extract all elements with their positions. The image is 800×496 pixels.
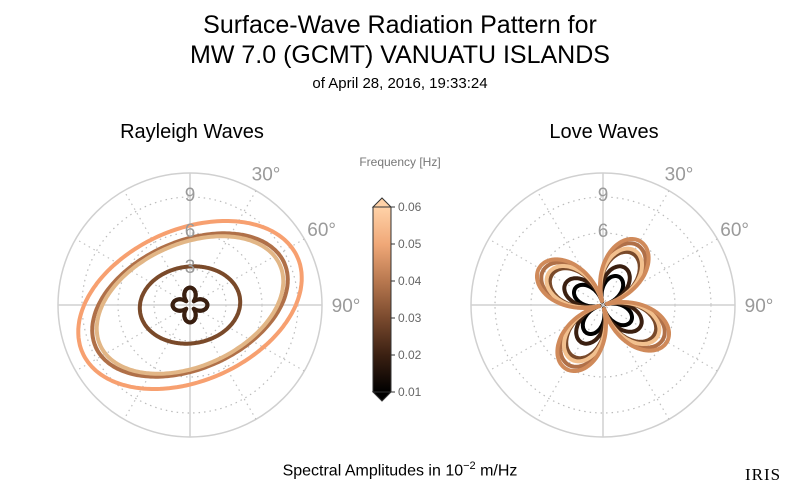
rayleigh-radial-tick-3: 3 — [185, 257, 196, 278]
love-radial-tick-9: 9 — [598, 185, 609, 206]
amplitude-label-prefix: Spectral Amplitudes in 10 — [282, 462, 464, 480]
rayleigh-panel-title: Rayleigh Waves — [120, 121, 264, 143]
rayleigh-series-0.06 — [76, 219, 304, 391]
rayleigh-spoke-150 — [123, 190, 257, 420]
colorbar-extend-bottom — [371, 391, 393, 402]
colorbar-tick-0.01: 0.01 — [398, 385, 422, 399]
rayleigh-series-0.02 — [170, 285, 210, 325]
amplitude-unit-label: Spectral Amplitudes in 10−2 m/Hz — [0, 456, 800, 481]
colorbar-tick-0.02: 0.02 — [398, 348, 422, 362]
rayleigh-angle-tick-30: 30° — [252, 164, 281, 185]
colorbar-tick-0.06: 0.06 — [398, 200, 422, 214]
love-panel-title: Love Waves — [549, 121, 659, 143]
rayleigh-series-0.05 — [94, 234, 286, 376]
rayleigh-series-0.03 — [137, 264, 243, 346]
love-angle-tick-30: 30° — [665, 164, 694, 185]
love-series-0.06 — [535, 237, 671, 373]
colorbar-extend-top — [371, 197, 393, 208]
rayleigh-series-0.04 — [90, 231, 290, 379]
colorbar-tick-0.03: 0.03 — [398, 311, 422, 325]
love-angle-tick-90: 90° — [745, 296, 774, 317]
colorbar-tick-0.04: 0.04 — [398, 274, 422, 288]
love-angle-tick-60: 60° — [720, 220, 749, 241]
iris-logo: IRIS — [745, 465, 782, 484]
rayleigh-radial-tick-9: 9 — [185, 185, 196, 206]
colorbar-body — [372, 206, 392, 393]
colorbar-label: Frequency [Hz] — [359, 155, 440, 169]
chart-title-line1: Surface-Wave Radiation Pattern for — [203, 11, 597, 39]
amplitude-label-unit: m/Hz — [475, 462, 518, 480]
love-radial-tick-6: 6 — [598, 221, 609, 242]
chart-title-line2: MW 7.0 (GCMT) VANUATU ISLANDS — [190, 41, 610, 69]
colorbar-tick-0.05: 0.05 — [398, 237, 422, 251]
rayleigh-radial-tick-6: 6 — [185, 221, 196, 242]
amplitude-label-exponent: −2 — [463, 460, 476, 472]
love-spoke-150 — [536, 190, 670, 420]
rayleigh-angle-tick-60: 60° — [307, 220, 336, 241]
rayleigh-angle-tick-90: 90° — [332, 296, 361, 317]
chart-subtitle: of April 28, 2016, 19:33:24 — [312, 75, 488, 92]
